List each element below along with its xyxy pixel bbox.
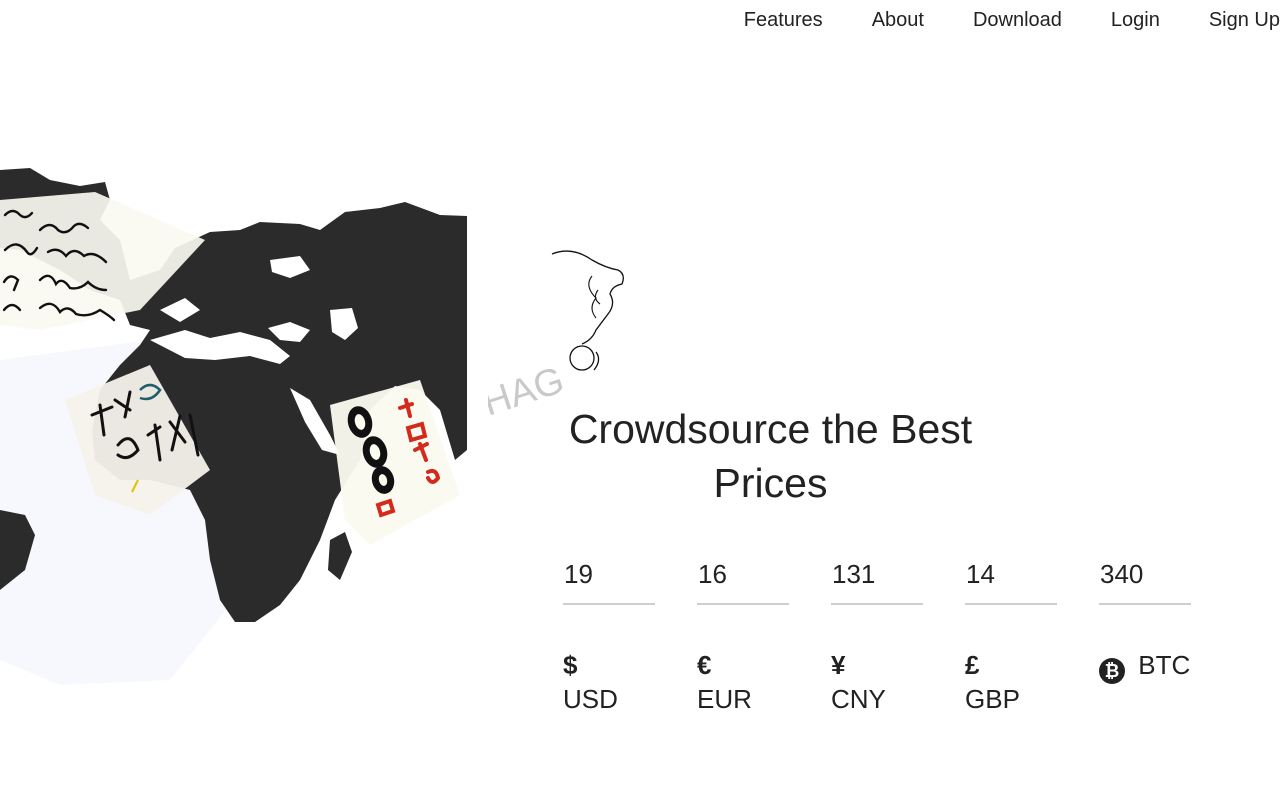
btc-code: BTC xyxy=(1138,650,1191,680)
cny-code: CNY xyxy=(831,684,886,714)
price-column-gbp: £ GBP xyxy=(965,545,1057,716)
eur-code: EUR xyxy=(697,684,752,714)
bitcoin-icon: ₿ xyxy=(1099,658,1125,684)
cny-currency-label: ¥ CNY xyxy=(831,648,923,716)
nav-about-link[interactable]: About xyxy=(871,9,924,31)
btc-currency-label: ₿ BTC xyxy=(1099,648,1191,684)
eur-price-input[interactable] xyxy=(697,545,789,605)
gbp-price-input[interactable] xyxy=(965,545,1057,605)
gbp-code: GBP xyxy=(965,684,1020,714)
hero-headline: Crowdsource the Best Prices xyxy=(568,406,973,506)
nav-login-link[interactable]: Login xyxy=(1110,9,1160,31)
world-map-illustration xyxy=(0,160,470,690)
euro-icon: € xyxy=(697,650,712,680)
usd-price-input[interactable] xyxy=(563,545,655,605)
gbp-currency-label: £ GBP xyxy=(965,648,1057,716)
pound-icon: £ xyxy=(965,650,980,680)
nav-signup-link[interactable]: Sign Up xyxy=(1208,9,1280,31)
yen-icon: ¥ xyxy=(831,650,846,680)
hand-drawn-logo: HAG xyxy=(478,246,648,426)
price-column-cny: ¥ CNY xyxy=(831,545,923,716)
btc-price-input[interactable] xyxy=(1099,545,1191,605)
price-column-usd: $ USD xyxy=(563,545,655,716)
cny-price-input[interactable] xyxy=(831,545,923,605)
price-comparison: $ USD € EUR ¥ CNY £ GBP ₿ BTC xyxy=(563,545,1191,716)
price-column-btc: ₿ BTC xyxy=(1099,545,1191,716)
eur-currency-label: € EUR xyxy=(697,648,789,716)
top-nav: Features About Download Login Sign Up xyxy=(744,0,1287,40)
usd-code: USD xyxy=(563,684,618,714)
price-column-eur: € EUR xyxy=(697,545,789,716)
usd-currency-label: $ USD xyxy=(563,648,655,716)
nav-download-link[interactable]: Download xyxy=(972,9,1062,31)
dollar-icon: $ xyxy=(563,650,578,680)
nav-features-link[interactable]: Features xyxy=(743,9,823,31)
